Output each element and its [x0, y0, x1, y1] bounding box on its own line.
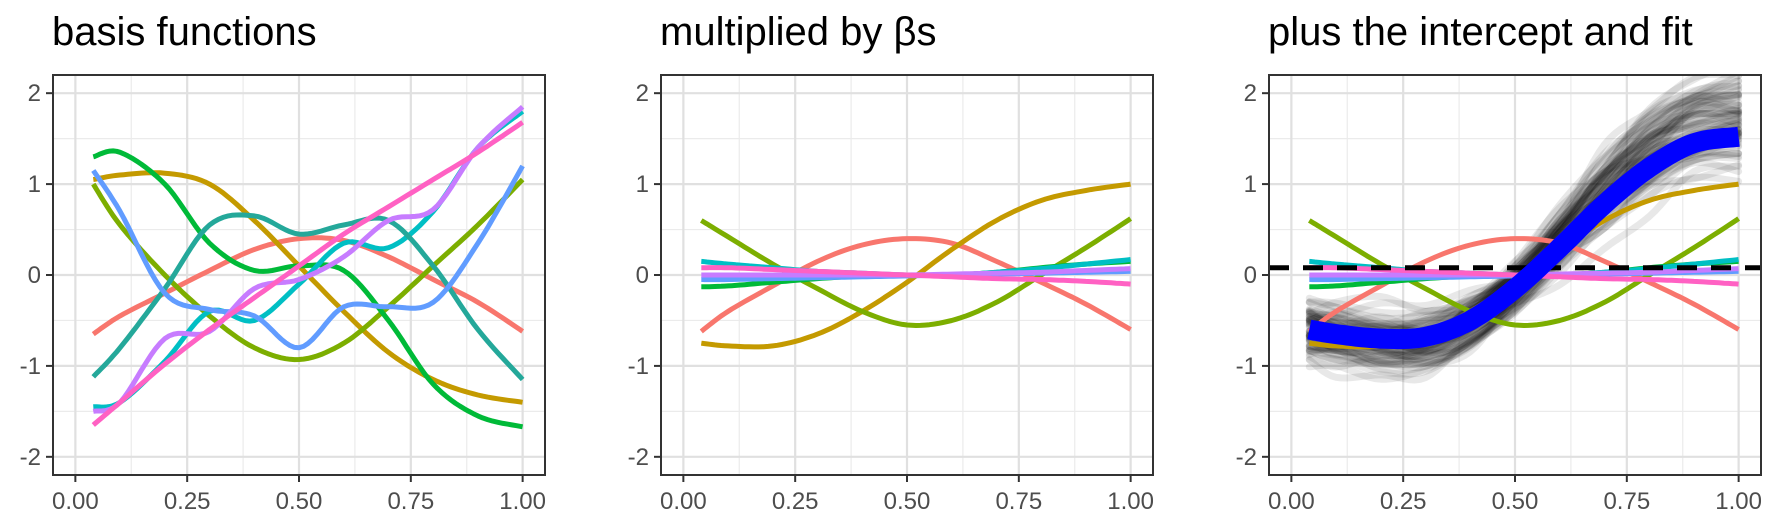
series-line-3: [91, 177, 525, 363]
series-line-1: [1307, 236, 1740, 334]
x-tick-label: 0.25: [772, 488, 819, 515]
x-tick-label: 0.50: [884, 488, 931, 515]
panel-2: 0.00 0.25 0.50 0.75 1.00 -2 -1 0 1 2: [628, 74, 1154, 515]
y-tick-label: -1: [628, 353, 649, 380]
x-tick-label: 1.00: [1715, 488, 1762, 515]
x-tick-label: 0.50: [276, 488, 323, 515]
series-line-8: [700, 265, 1131, 287]
y-tick-label: 2: [636, 80, 649, 107]
panel-1-title: basis functions: [52, 10, 317, 54]
x-tick-label: 0.00: [52, 488, 99, 515]
posterior-draw-line: [1305, 161, 1743, 366]
series-line-8: [92, 104, 525, 414]
x-tick-label: 0.00: [660, 488, 707, 515]
y-tick-label: 1: [636, 171, 649, 198]
x-tick-label: 0.50: [1492, 488, 1539, 515]
x-tick-label: 0.75: [1603, 488, 1650, 515]
y-tick-label: -2: [628, 444, 649, 471]
y-tick-label: 1: [28, 171, 41, 198]
series-line-2: [700, 181, 1131, 350]
y-tick-label: -2: [1236, 444, 1257, 471]
y-tick-label: 2: [1244, 80, 1257, 107]
series-line-7: [91, 164, 525, 351]
x-tick-label: 1.00: [1107, 488, 1154, 515]
y-tick-label: -2: [20, 444, 41, 471]
x-tick-label: 0.00: [1268, 488, 1315, 515]
series-line-9: [91, 120, 525, 427]
plot-area: [1269, 75, 1761, 384]
y-tick-label: 0: [1244, 262, 1257, 289]
series-line-1: [699, 236, 1132, 334]
fit-line: [1300, 126, 1746, 350]
y-tick-label: 1: [1244, 171, 1257, 198]
posterior-draw-line: [1305, 134, 1743, 336]
posterior-draw-line: [1305, 119, 1743, 366]
x-tick-label: 0.25: [164, 488, 211, 515]
y-tick-label: 0: [636, 262, 649, 289]
y-tick-label: -1: [1236, 353, 1257, 380]
plot-area: [91, 104, 525, 430]
x-tick-label: 1.00: [499, 488, 546, 515]
series-line-8: [1308, 265, 1739, 287]
panel-2-title: multiplied by βs: [660, 10, 937, 54]
y-tick-label: -1: [20, 353, 41, 380]
panel-3-title: plus the intercept and fit: [1268, 10, 1693, 54]
x-tick-label: 0.25: [1380, 488, 1427, 515]
panel-1: 0.00 0.25 0.50 0.75 1.00 -2 -1 0 1 2: [20, 74, 546, 515]
plot-area: [699, 181, 1133, 350]
y-tick-label: 2: [28, 80, 41, 107]
panel-3: 0.00 0.25 0.50 0.75 1.00 -2 -1 0 1 2: [1236, 74, 1762, 515]
posterior-draw-line: [1305, 130, 1743, 383]
x-tick-label: 0.75: [387, 488, 434, 515]
x-tick-label: 0.75: [995, 488, 1042, 515]
y-tick-label: 0: [28, 262, 41, 289]
